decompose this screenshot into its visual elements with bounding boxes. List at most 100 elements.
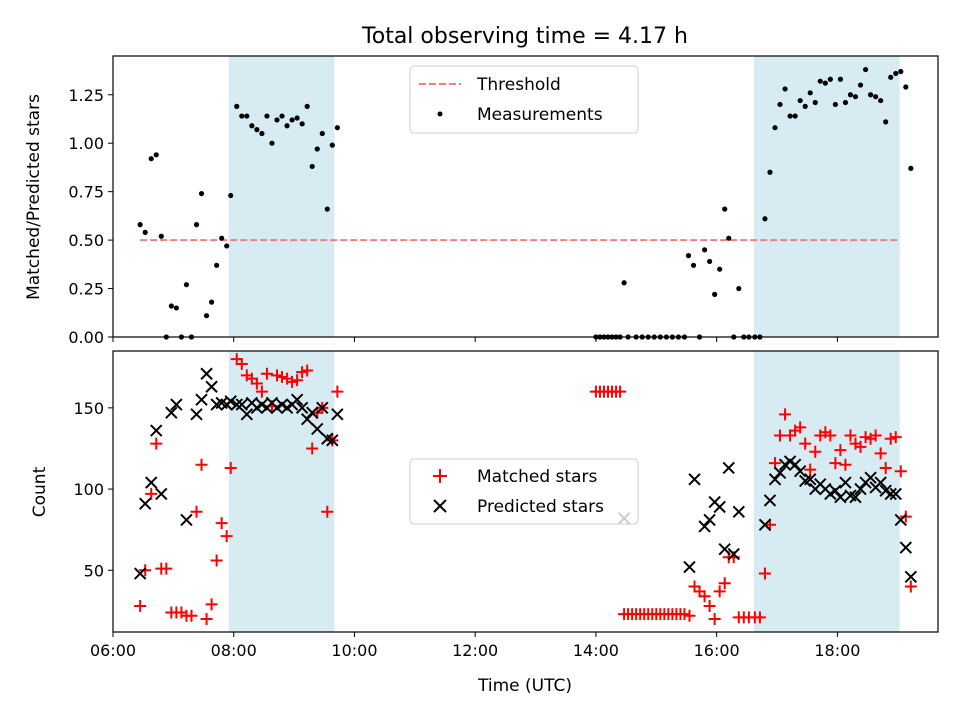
x-tick-label: 06:00 (90, 641, 136, 660)
data-point (827, 76, 833, 82)
shaded-span (753, 56, 900, 337)
data-point (193, 222, 200, 228)
data-point (722, 461, 735, 475)
data-point (300, 413, 314, 426)
data-point (683, 609, 696, 622)
data-point (832, 101, 838, 108)
data-point (324, 206, 330, 212)
data-point (690, 262, 697, 268)
data-point (842, 99, 849, 106)
data-point (807, 90, 813, 96)
data-point (779, 408, 792, 421)
data-point (239, 113, 245, 119)
data-point (305, 406, 319, 419)
data-point (153, 152, 159, 158)
data-point (804, 473, 817, 486)
data-point (793, 464, 807, 478)
count-panel: 50 100 150 06:00 08:00 10:00 12:00 14:00 16:00 1… (30, 350, 939, 696)
data-point (812, 99, 818, 106)
data-point (903, 84, 909, 90)
data-point (849, 490, 862, 504)
data-point (331, 385, 344, 398)
data-point (614, 385, 627, 398)
data-point (145, 476, 158, 489)
data-point (708, 613, 721, 626)
data-point (874, 447, 887, 460)
y-tick-label: 0.25 (68, 280, 104, 299)
data-point (240, 408, 254, 421)
data-point (787, 113, 793, 119)
data-point (183, 282, 190, 288)
data-point (250, 377, 263, 390)
data-point (279, 113, 285, 119)
shaded-span (228, 351, 335, 632)
data-point (899, 541, 913, 554)
data-point (235, 398, 248, 411)
data-point (869, 429, 882, 442)
data-point (703, 600, 716, 613)
legend-measurements-label: Measurements (477, 105, 603, 125)
data-point (260, 367, 273, 380)
data-point (889, 431, 902, 444)
data-point (160, 562, 173, 575)
data-point (908, 165, 914, 171)
data-point (753, 611, 766, 624)
data-point (294, 115, 300, 121)
data-point (712, 291, 718, 297)
data-point (889, 487, 902, 501)
data-point (331, 408, 344, 421)
data-point (782, 86, 788, 92)
data-point (847, 92, 854, 98)
data-point (904, 580, 917, 593)
data-point (230, 398, 243, 411)
data-point (198, 190, 205, 197)
data-point (296, 366, 309, 379)
data-point (894, 513, 907, 527)
data-point (205, 380, 218, 393)
y-tick-label: 0.75 (68, 183, 104, 202)
data-point (329, 142, 335, 148)
data-point (249, 123, 255, 129)
data-point (683, 560, 696, 574)
count-points (133, 353, 918, 626)
data-point (208, 299, 215, 305)
data-point (269, 140, 275, 146)
data-point (210, 554, 223, 567)
data-point (718, 577, 731, 590)
data-point (150, 424, 163, 437)
legend-matched-swatch (433, 469, 447, 483)
data-point (139, 564, 152, 577)
data-point (774, 429, 787, 442)
y-tick-label: 50 (84, 561, 104, 580)
series-predicted-stars (133, 367, 918, 583)
x-tick-label: 14:00 (573, 641, 619, 660)
data-point (274, 117, 280, 123)
data-point (259, 130, 265, 137)
data-point (852, 94, 859, 100)
data-point (732, 505, 746, 519)
data-point (718, 542, 731, 556)
data-point (254, 127, 260, 133)
legend-threshold-label: Threshold (476, 75, 561, 95)
data-point (844, 429, 857, 442)
data-point (158, 233, 164, 239)
data-point (289, 117, 295, 123)
data-point (899, 510, 912, 523)
plot-frame (112, 55, 939, 338)
y-tick-label: 0.00 (68, 328, 104, 347)
data-point (326, 434, 339, 447)
y-axis-ticks: 50 100 150 (73, 399, 113, 580)
data-point (726, 235, 732, 241)
data-point (867, 92, 874, 98)
data-point (804, 463, 817, 476)
data-point (713, 500, 726, 514)
data-point (180, 513, 193, 527)
data-point (884, 432, 897, 445)
data-point (837, 76, 844, 82)
legend-predicted-label: Predicted stars (477, 497, 604, 517)
data-point (190, 505, 203, 518)
data-point (284, 123, 290, 129)
data-point (319, 130, 325, 137)
data-point (203, 313, 210, 319)
data-point (878, 97, 884, 104)
